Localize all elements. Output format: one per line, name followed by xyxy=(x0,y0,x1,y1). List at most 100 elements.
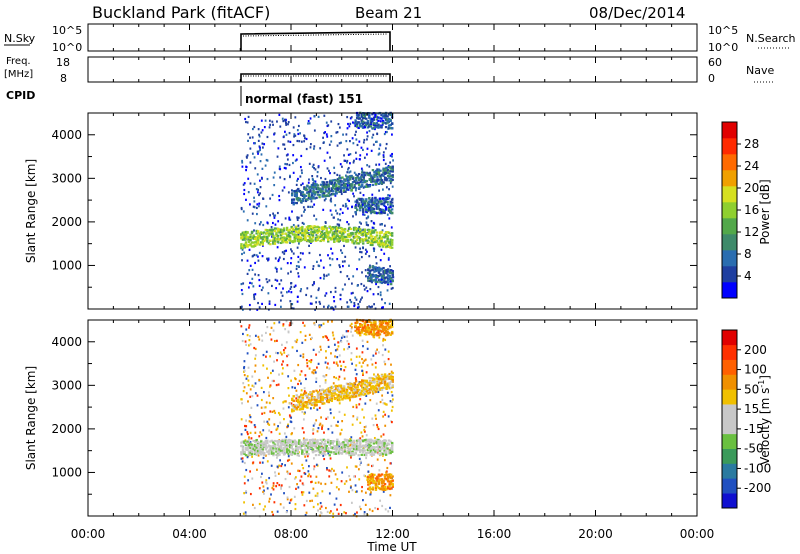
echo-cell xyxy=(240,288,243,292)
echo-cell xyxy=(355,364,358,367)
echo-cell xyxy=(350,185,353,188)
echo-cell xyxy=(382,274,385,277)
echo-cell xyxy=(371,237,374,241)
echo-cell xyxy=(333,451,336,454)
echo-cell xyxy=(249,235,252,239)
echo-cell xyxy=(304,449,307,452)
echo-cell xyxy=(295,408,298,411)
echo-cell xyxy=(244,245,248,248)
echo-cell xyxy=(241,248,244,251)
echo-cell xyxy=(288,450,292,453)
echo-cell xyxy=(297,216,300,219)
echo-cell xyxy=(365,456,368,460)
echo-cell xyxy=(391,270,394,273)
echo-cell xyxy=(376,175,379,178)
echo-cell xyxy=(277,259,280,263)
echo-cell xyxy=(278,113,281,116)
echo-cell xyxy=(330,352,332,355)
echo-cell xyxy=(286,261,289,265)
echo-cell xyxy=(367,392,370,395)
echo-cell xyxy=(358,361,361,364)
echo-cell xyxy=(261,286,264,289)
echo-cell xyxy=(246,352,249,355)
echo-cell xyxy=(295,196,298,199)
echo-cell xyxy=(321,183,324,186)
echo-cell xyxy=(382,386,385,389)
echo-cell xyxy=(374,328,377,331)
colorbar-cell xyxy=(722,202,737,219)
echo-cell xyxy=(330,228,333,231)
echo-cell xyxy=(247,453,251,456)
echo-cell xyxy=(379,143,382,146)
echo-cell xyxy=(287,191,290,194)
echo-cell xyxy=(256,448,260,451)
echo-cell xyxy=(301,227,304,231)
echo-cell xyxy=(272,484,275,487)
echo-cell xyxy=(241,446,245,449)
echo-cell xyxy=(307,192,311,195)
echo-cell xyxy=(313,229,316,232)
echo-cell xyxy=(333,235,336,238)
echo-cell xyxy=(323,439,327,442)
echo-cell xyxy=(243,192,246,196)
echo-cell xyxy=(387,443,391,446)
echo-cell xyxy=(298,197,302,200)
echo-cell xyxy=(288,458,291,462)
echo-cell xyxy=(259,431,262,434)
echo-cell xyxy=(291,432,293,435)
echo-cell xyxy=(240,237,243,240)
echo-cell xyxy=(323,453,327,456)
echo-cell xyxy=(355,331,359,334)
echo-cell xyxy=(313,457,315,460)
echo-cell xyxy=(356,268,358,271)
echo-cell xyxy=(342,450,345,453)
echo-cell xyxy=(369,117,373,120)
echo-cell xyxy=(348,448,351,451)
echo-cell xyxy=(299,331,302,334)
echo-cell xyxy=(316,193,320,196)
echo-cell xyxy=(375,202,379,206)
echo-cell xyxy=(388,175,391,178)
echo-cell xyxy=(243,386,246,389)
echo-cell xyxy=(377,237,380,240)
echo-cell xyxy=(285,448,289,451)
echo-cell xyxy=(284,346,287,350)
echo-cell xyxy=(280,223,283,226)
echo-cell xyxy=(305,377,307,381)
echo-cell xyxy=(359,176,362,179)
echo-cell xyxy=(256,203,259,206)
echo-cell xyxy=(325,227,328,230)
echo-cell xyxy=(391,376,394,379)
echo-cell xyxy=(265,401,268,404)
echo-cell xyxy=(320,238,324,241)
echo-cell xyxy=(341,180,344,183)
echo-cell xyxy=(263,125,266,129)
echo-cell xyxy=(371,273,375,276)
echo-cell xyxy=(241,292,244,296)
echo-cell xyxy=(258,223,261,226)
echo-cell xyxy=(253,236,257,239)
echo-cell xyxy=(298,446,301,449)
echo-cell xyxy=(290,257,293,260)
echo-cell xyxy=(353,180,356,183)
echo-cell xyxy=(382,155,385,159)
echo-cell xyxy=(374,204,377,207)
echo-cell xyxy=(306,191,309,194)
echo-cell xyxy=(368,448,371,451)
echo-cell xyxy=(294,284,297,287)
echo-cell xyxy=(309,399,312,402)
echo-cell xyxy=(338,126,341,129)
echo-cell xyxy=(391,380,394,384)
echo-cell xyxy=(339,503,342,507)
echo-cell xyxy=(354,324,357,327)
echo-cell xyxy=(278,440,281,443)
echo-cell xyxy=(377,333,380,337)
echo-cell xyxy=(346,439,350,442)
echo-cell xyxy=(255,243,258,246)
echo-cell xyxy=(323,442,327,445)
echo-cell xyxy=(295,399,298,403)
echo-cell xyxy=(294,386,296,389)
echo-cell xyxy=(257,128,260,131)
echo-cell xyxy=(295,230,298,233)
echo-cell xyxy=(359,444,362,447)
